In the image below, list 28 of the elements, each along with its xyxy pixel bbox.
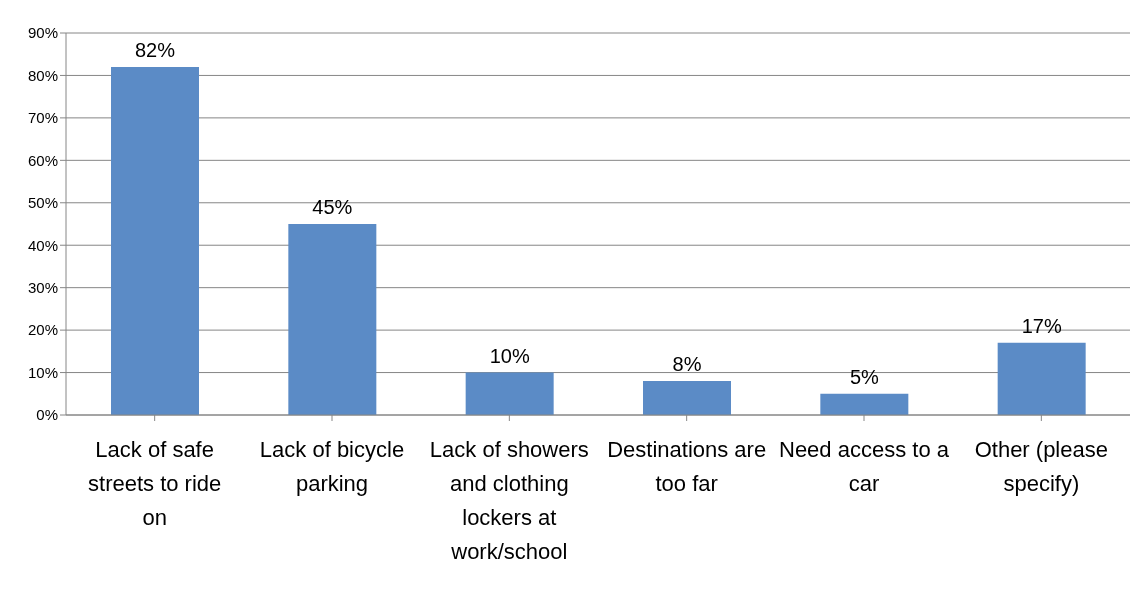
y-tick-label: 30% [27, 278, 58, 296]
x-tick-label: Other (please specify) [974, 437, 1108, 496]
x-tick-label: Lack of bicycle parking [259, 437, 405, 496]
y-tick-label: 10% [27, 363, 58, 381]
bar [288, 224, 377, 415]
y-tick-label: 50% [27, 194, 58, 212]
y-tick-label: 0% [36, 406, 58, 424]
data-label: 10% [489, 344, 530, 367]
y-tick-label: 90% [27, 24, 58, 42]
y-tick-label: 70% [27, 109, 58, 127]
bar [820, 393, 909, 415]
x-tick-label: Lack of safe streets to ride on [88, 437, 222, 530]
y-tick-label: 80% [27, 66, 58, 84]
y-tick-label: 60% [27, 151, 58, 169]
bar [111, 66, 199, 415]
data-label: 17% [1021, 314, 1062, 337]
data-label: 45% [312, 196, 353, 218]
x-tick-label: Need access to a car [779, 437, 950, 496]
bar [465, 372, 554, 415]
y-tick-label: 20% [27, 321, 58, 339]
x-tick-label: Lack of showers and clothing lockers at work/school [429, 437, 589, 564]
data-label: 82% [134, 38, 176, 61]
data-label: 5% [849, 365, 879, 388]
x-tick-label: Destinations are too far [607, 437, 767, 496]
y-tick-label: 40% [27, 236, 58, 254]
data-label: 8% [672, 353, 702, 376]
bar [643, 381, 731, 415]
bar [997, 342, 1086, 415]
